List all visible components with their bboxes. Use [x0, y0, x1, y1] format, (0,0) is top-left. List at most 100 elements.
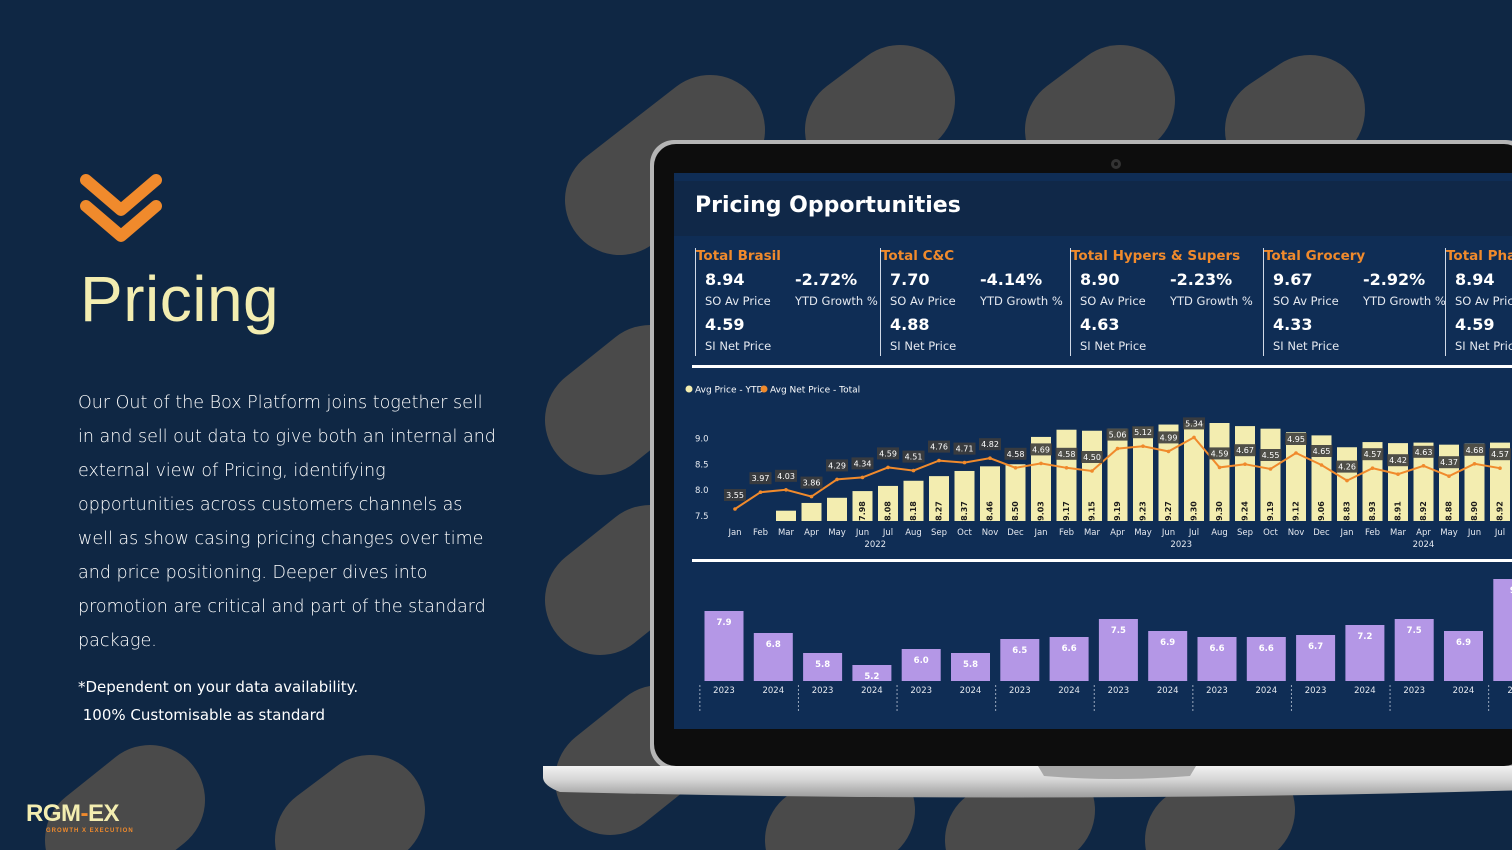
- bar: [903, 480, 924, 521]
- line-point: [1370, 466, 1375, 470]
- so-av-price-label: SO Av Price: [1080, 294, 1146, 308]
- ytd-growth-value: -2.92%: [1363, 270, 1426, 289]
- ytd-growth-label: YTD Growth %: [1363, 294, 1446, 308]
- line-point: [1090, 469, 1094, 473]
- x-tick-label: Nov: [982, 528, 999, 538]
- bar-value-label: 6.6: [1062, 644, 1077, 654]
- line-point: [733, 507, 737, 511]
- bar-value-label: 9.27: [1164, 501, 1173, 521]
- line-value-label: 4.95: [1287, 435, 1305, 444]
- si-net-price-label: SI Net Price: [890, 339, 957, 353]
- si-net-price-value: 4.59: [705, 315, 745, 334]
- bar: [1049, 637, 1089, 681]
- x-tick-label: 2023: [812, 686, 834, 696]
- bar-value-label: 9.19: [1266, 501, 1275, 521]
- y-tick-label: 8.5: [695, 460, 709, 470]
- x-tick-label: 20: [1507, 686, 1512, 696]
- line-label-box: [1463, 443, 1486, 456]
- bar: [704, 611, 744, 681]
- bar-value-label: 9: [1510, 586, 1512, 596]
- x-tick-label: 2023: [1108, 686, 1130, 696]
- kpi-name: Total Brasil: [696, 248, 781, 264]
- line-point: [1115, 446, 1120, 451]
- x-tick-label: 2024: [1157, 686, 1179, 696]
- bar-value-label: 8.83: [1343, 501, 1352, 521]
- x-tick-label: Sep: [931, 528, 947, 538]
- legend-avg-price: Avg Price - YTD: [695, 386, 763, 396]
- line-value-label: 4.51: [905, 453, 923, 462]
- x-tick-label: 2024: [1058, 686, 1080, 696]
- line-label-box: [1438, 456, 1460, 469]
- bar-value-label: 8.91: [1394, 501, 1403, 521]
- bar: [1490, 442, 1510, 521]
- line-point: [1268, 467, 1273, 471]
- legend-marker-avg-net-price: [760, 385, 768, 393]
- si-net-price-value: 4.33: [1273, 315, 1313, 334]
- bar: [1000, 639, 1040, 681]
- line-label-box: [1234, 444, 1256, 457]
- si-net-price-label: SI Net Price: [1273, 339, 1340, 353]
- si-net-price-label: SI Net Pric: [1455, 339, 1512, 353]
- line-value-label: 4.58: [1058, 450, 1076, 459]
- si-net-price-value: 4.88: [890, 315, 930, 334]
- line-point: [758, 490, 763, 494]
- line-value-label: 4.57: [1491, 450, 1509, 459]
- line-label-box: [1310, 445, 1333, 457]
- bar-value-label: 7.2: [1357, 632, 1372, 642]
- bar-value-label: 6.5: [1012, 646, 1027, 656]
- line-value-label: 4.55: [1262, 451, 1280, 460]
- bar-value-label: 5.8: [815, 660, 830, 670]
- line-label-box: [1132, 426, 1154, 439]
- rgm-ex-logo: RGM-EX GROWTH X EXECUTION: [26, 800, 134, 834]
- line-value-label: 4.58: [1007, 450, 1025, 459]
- bar-value-label: 7.9: [716, 618, 731, 628]
- bar: [801, 502, 822, 521]
- line-label-box: [902, 450, 925, 463]
- bar-value-label: 9.19: [1113, 501, 1122, 521]
- x-tick-label: Jun: [855, 528, 869, 538]
- kpi-card: Total Hypers & Supers 8.90 SO Av Price -2.2…: [1070, 248, 1256, 356]
- x-tick-label: Mar: [778, 528, 795, 538]
- ytd-growth-label: YTD Growth %: [980, 294, 1063, 308]
- kpi-divider: [692, 365, 1512, 368]
- x-tick-label: Jun: [1467, 528, 1481, 538]
- line-label-box: [1030, 443, 1052, 456]
- bar-value-label: 8.37: [960, 501, 969, 521]
- line-label-box: [724, 489, 746, 501]
- x-tick-label: Apr: [1110, 528, 1125, 538]
- line-label-box: [1489, 448, 1511, 461]
- x-tick-label: 2024: [861, 686, 883, 696]
- line-label-box: [775, 469, 797, 482]
- line-value-label: 4.34: [854, 459, 872, 468]
- left-panel: Pricing Our Out of the Box Platform join…: [0, 0, 540, 850]
- x-tick-label: Jul: [1494, 528, 1505, 538]
- bar-value-label: 8.92: [1419, 501, 1428, 521]
- line-point: [1064, 466, 1069, 470]
- dashboard-title: Pricing Opportunities: [695, 193, 961, 218]
- line-point: [1396, 472, 1400, 476]
- ytd-growth-value: -2.23%: [1170, 270, 1233, 289]
- bar: [1362, 442, 1383, 521]
- bar-value-label: 8.90: [1470, 501, 1479, 521]
- x-tick-label: Feb: [753, 528, 768, 538]
- line-label-box: [1157, 431, 1180, 444]
- bar-value-label: 9.17: [1062, 501, 1071, 521]
- line-label-box: [1055, 447, 1078, 460]
- double-chevron-down-icon: [80, 174, 162, 242]
- bar: [1148, 631, 1188, 681]
- line-value-label: 3.55: [726, 491, 744, 500]
- line-point: [886, 465, 890, 470]
- kpi-card: Total Grocery 9.67 SO Av Price -2.92% YTD Gr…: [1263, 248, 1449, 356]
- bar: [1413, 442, 1434, 521]
- bar: [1031, 436, 1051, 521]
- data-availability-note: *Dependent on your data availability.: [78, 678, 359, 696]
- bar: [1394, 619, 1434, 681]
- line-value-label: 4.42: [1389, 456, 1407, 465]
- so-av-price-value: 8.90: [1080, 270, 1120, 289]
- year-label: 2024: [1413, 540, 1435, 550]
- bar: [1345, 625, 1385, 681]
- price-trend-chart: Avg Price - YTD Avg Net Price - Total 9.0 8…: [685, 385, 1511, 550]
- ytd-growth-value: -4.14%: [980, 270, 1043, 289]
- line-label-box: [851, 457, 874, 470]
- bar-value-label: 7.5: [1407, 626, 1422, 636]
